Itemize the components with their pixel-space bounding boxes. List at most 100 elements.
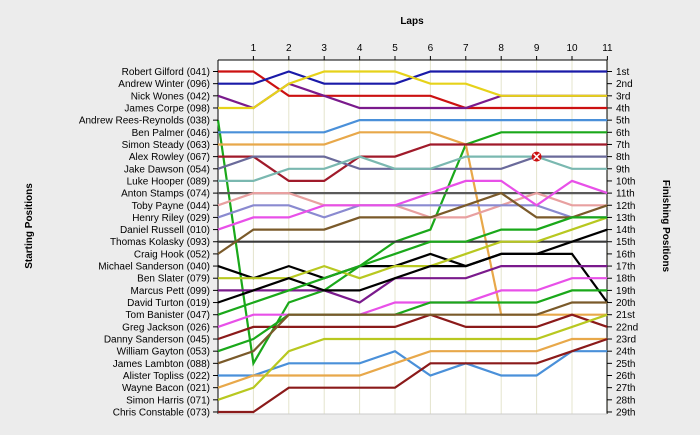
x-axis-title: Laps [400, 16, 424, 27]
starting-position-label: Alister Topliss (022) [123, 371, 210, 382]
starting-position-label: Andrew Winter (096) [118, 79, 210, 90]
series-line [217, 313, 608, 401]
starting-position-label: Ben Palmer (046) [132, 128, 210, 139]
series-line [217, 179, 608, 231]
x-tick-label: 7 [463, 43, 469, 54]
starting-position-label: Toby Payne (044) [132, 201, 210, 212]
starting-position-label: Ben Slater (079) [137, 274, 210, 285]
marker-layer [531, 151, 542, 162]
starting-position-label: Alex Rowley (067) [129, 152, 210, 163]
series-line [217, 204, 608, 219]
x-tick-label: 5 [392, 43, 398, 54]
series-line [218, 265, 608, 304]
series-line [218, 143, 608, 182]
x-tick-label: 2 [286, 43, 292, 54]
series-line [217, 277, 608, 328]
finishing-position-label: 28th [616, 395, 635, 406]
starting-position-label: Robert Gilford (041) [122, 67, 210, 78]
starting-position-label: Chris Constable (073) [113, 407, 210, 418]
starting-position-label: Andrew Rees-Reynolds (038) [79, 116, 210, 127]
finishing-position-label: 24th [616, 347, 635, 358]
left-axis-title: Starting Positions [24, 183, 35, 269]
starting-position-label: Daniel Russell (010) [120, 225, 210, 236]
starting-position-label: Anton Stamps (074) [121, 189, 210, 200]
x-tick-label: 3 [321, 43, 327, 54]
starting-position-label: Craig Hook (052) [134, 249, 210, 260]
finishing-position-label: 10th [616, 176, 635, 187]
starting-position-label: James Corpe (098) [124, 103, 210, 114]
finishing-position-label: 9th [616, 164, 630, 175]
series-line [218, 155, 608, 182]
series-line [218, 118, 608, 134]
starting-position-label: William Gayton (053) [117, 347, 210, 358]
finishing-position-label: 12th [616, 201, 635, 212]
finishing-position-label: 21st [616, 310, 635, 321]
x-tick-label: 10 [566, 43, 578, 54]
x-tick-label: 9 [534, 43, 540, 54]
finishing-position-label: 27th [616, 383, 635, 394]
series-line [217, 289, 608, 353]
finishing-position-labels: 1st2nd3rd4th5th6th7th8th9th10th11th12th1… [607, 67, 638, 418]
finishing-position-label: 19th [616, 286, 635, 297]
series-line [217, 191, 608, 219]
starting-position-label: Wayne Bacon (021) [122, 383, 210, 394]
finishing-position-label: 14th [616, 225, 635, 236]
starting-position-label: Nick Wones (042) [131, 91, 210, 102]
starting-position-label: Simon Steady (063) [122, 140, 210, 151]
finishing-position-label: 15th [616, 237, 635, 248]
series-line [218, 70, 608, 110]
starting-position-label: James Lambton (088) [113, 359, 210, 370]
x-tick-label: 11 [602, 43, 613, 54]
series-line [218, 70, 608, 110]
finishing-position-label: 8th [616, 152, 630, 163]
series-layer [216, 70, 609, 414]
x-tick-label: 8 [498, 43, 504, 54]
series-line [216, 119, 608, 367]
starting-position-labels: Robert Gilford (041)Andrew Winter (096)N… [79, 67, 218, 418]
x-tick-label: 1 [251, 43, 257, 54]
starting-position-label: Danny Sanderson (045) [104, 335, 210, 346]
series-line [218, 349, 608, 377]
series-line [218, 216, 608, 280]
finishing-position-label: 13th [616, 213, 635, 224]
series-line [217, 216, 608, 316]
starting-position-label: Marcus Pett (099) [131, 286, 210, 297]
starting-position-label: Simon Harris (071) [126, 395, 210, 406]
starting-position-label: Henry Riley (029) [132, 213, 210, 224]
starting-position-label: Luke Hooper (089) [127, 176, 210, 187]
series-line [218, 337, 608, 414]
finishing-position-label: 25th [616, 359, 635, 370]
finishing-position-label: 5th [616, 116, 630, 127]
finishing-position-label: 17th [616, 262, 635, 273]
finishing-position-label: 6th [616, 128, 630, 139]
series-line [218, 131, 608, 316]
series-line [217, 252, 609, 304]
finishing-position-label: 1st [616, 67, 630, 78]
series-line [217, 191, 608, 255]
x-tick-label: 6 [428, 43, 434, 54]
starting-position-label: Greg Jackson (026) [122, 322, 210, 333]
x-tick-labels: 1 2 3 4 5 6 7 8 9 10 11 [251, 43, 613, 54]
finishing-position-label: 20th [616, 298, 635, 309]
finishing-position-label: 11th [616, 189, 635, 200]
starting-position-label: Tom Banister (047) [126, 310, 210, 321]
finishing-position-label: 16th [616, 249, 635, 260]
finishing-position-label: 7th [616, 140, 630, 151]
right-axis-title: Finishing Positions [660, 180, 671, 273]
finishing-position-label: 18th [616, 274, 635, 285]
finishing-position-label: 4th [616, 103, 630, 114]
series-line [217, 228, 608, 304]
finishing-position-label: 26th [616, 371, 635, 382]
series-line [217, 313, 608, 341]
finishing-position-label: 22nd [616, 322, 638, 333]
finishing-position-label: 2nd [616, 79, 633, 90]
series-line [217, 337, 608, 389]
series-line [217, 301, 608, 365]
finishing-position-label: 29th [616, 407, 635, 418]
finishing-position-label: 23rd [616, 335, 636, 346]
x-tick-label: 4 [357, 43, 363, 54]
starting-position-label: David Turton (019) [127, 298, 210, 309]
starting-position-label: Thomas Kolasky (093) [110, 237, 210, 248]
event-marker [531, 151, 542, 162]
